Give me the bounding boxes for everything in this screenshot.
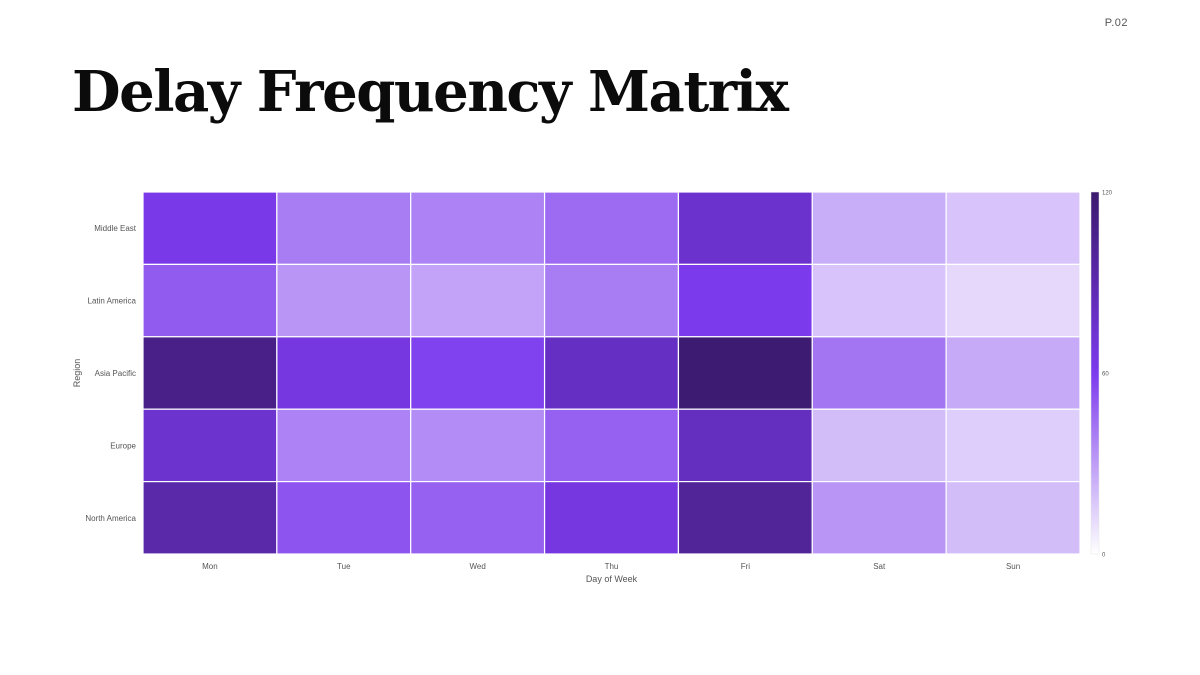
heatmap-cell-asia-pacific-tue [276,336,412,410]
y-axis-label: Region [72,359,82,388]
heatmap-cell-latin-america-fri [677,263,813,338]
x-tick-labels: Mon Tue Wed Thu Fri Sat Sun [202,562,1020,571]
heatmap-cells [142,191,1081,555]
heatmap-cell-middle-east-sun [945,191,1081,266]
heatmap-cell-europe-fri [677,408,813,483]
y-tick-label: North America [85,514,136,523]
page-number: P.02 [1104,17,1128,29]
heatmap-cell-europe-sat [811,408,947,483]
heatmap-cell-asia-pacific-wed [410,336,546,410]
heatmap-cell-europe-wed [410,408,546,483]
colorbar-tick-label: 0 [1102,553,1106,559]
y-tick-label: Latin America [88,297,137,306]
colorbar-tick-label: 60 [1102,372,1109,378]
colorbar [1090,191,1100,555]
x-tick-label: Mon [202,562,218,571]
heatmap-cell-europe-thu [543,408,680,483]
heatmap-cell-middle-east-sat [811,191,947,266]
heatmap-cell-north-america-fri [677,481,813,555]
x-tick-label: Wed [469,562,485,571]
heatmap-cell-europe-tue [276,408,412,483]
slide-title: Delay Frequency Matrix [72,59,789,125]
heatmap-cell-asia-pacific-thu [543,336,680,410]
heatmap-cell-north-america-sat [811,481,947,555]
heatmap-cell-north-america-mon [142,481,278,555]
heatmap-cell-middle-east-tue [276,191,412,266]
colorbar-tick-labels: 0 60 120 [1102,191,1113,559]
heatmap-cell-asia-pacific-sun [945,336,1081,410]
y-tick-label: Asia Pacific [95,369,136,378]
heatmap-cell-north-america-thu [543,481,680,555]
heatmap-cell-latin-america-tue [276,263,412,338]
x-tick-label: Sun [1006,562,1020,571]
heatmap-cell-middle-east-thu [543,191,680,266]
heatmap-cell-latin-america-mon [142,263,278,338]
heatmap-cell-north-america-wed [410,481,546,555]
y-tick-label: Europe [110,441,136,450]
x-tick-label: Fri [741,562,751,571]
x-tick-label: Sat [873,562,886,571]
heatmap-cell-north-america-sun [945,481,1081,555]
heatmap-cell-latin-america-sat [811,263,947,338]
heatmap-cell-middle-east-mon [142,191,278,266]
heatmap-cell-middle-east-wed [410,191,546,266]
x-tick-label: Tue [337,562,351,571]
y-tick-label: Middle East [94,224,137,233]
heatmap-cell-europe-sun [945,408,1081,483]
heatmap-cell-latin-america-wed [410,263,546,338]
x-tick-label: Thu [605,562,619,571]
heatmap-cell-latin-america-sun [945,263,1081,338]
heatmap-cell-latin-america-thu [543,263,680,338]
heatmap-cell-europe-mon [142,408,278,483]
y-tick-labels: Middle East Latin America Asia Pacific Euro… [85,224,136,523]
heatmap-cell-asia-pacific-mon [142,336,278,410]
heatmap-cell-asia-pacific-sat [811,336,947,410]
x-axis-label: Day of Week [586,574,638,584]
colorbar-tick-label: 120 [1102,191,1113,197]
heatmap-cell-north-america-tue [276,481,412,555]
heatmap-cell-middle-east-fri [677,191,813,266]
heatmap-cell-asia-pacific-fri [677,336,813,410]
